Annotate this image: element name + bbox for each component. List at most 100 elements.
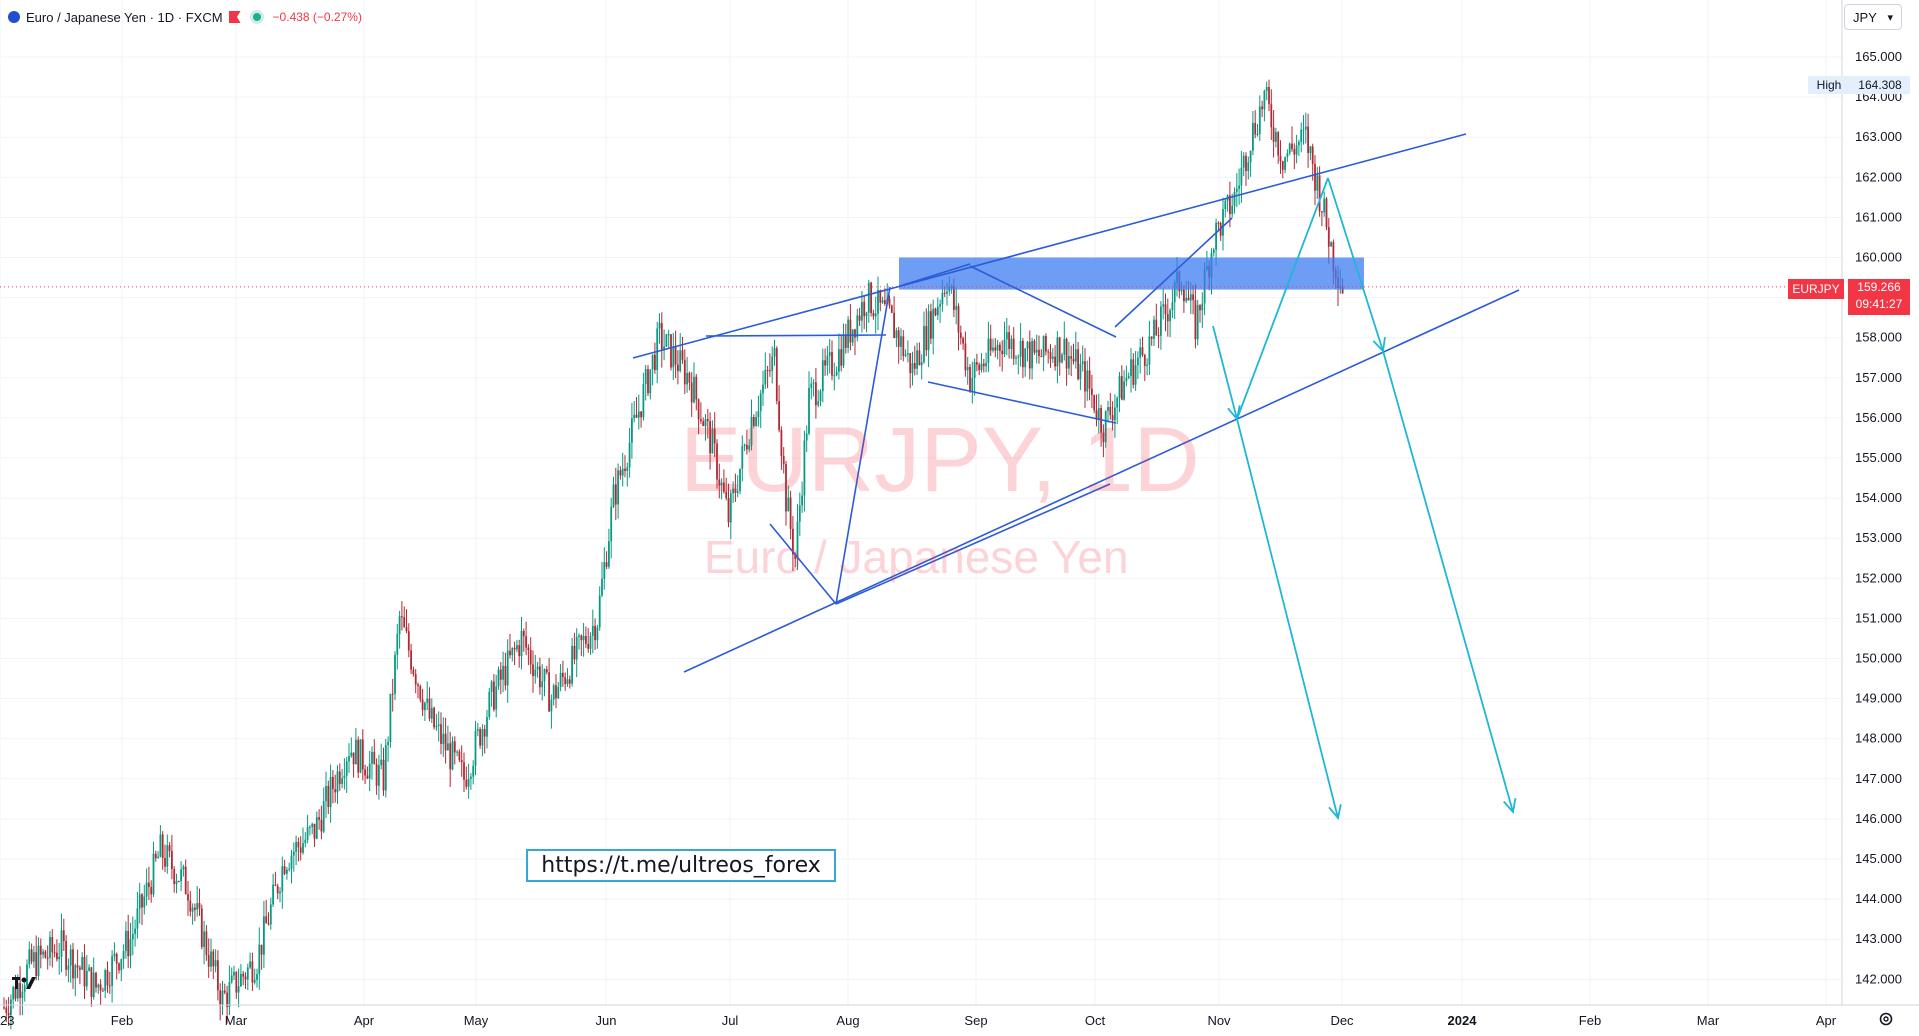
tradingview-logo-icon[interactable] (12, 974, 38, 997)
watermark-title: EURJPY, 1D (680, 409, 1200, 511)
candle-body (838, 349, 840, 372)
candle-body (58, 956, 61, 960)
candle-body (624, 468, 626, 472)
candle-body (108, 985, 111, 987)
candle-body (1012, 338, 1015, 359)
candle-body (644, 369, 647, 385)
candle-body (739, 468, 741, 492)
candle-body (1321, 211, 1323, 213)
candle-body (1173, 282, 1176, 303)
projection-line[interactable] (1236, 177, 1329, 420)
candle-body (488, 691, 491, 718)
candle-body (946, 291, 948, 294)
candle-body (1249, 150, 1252, 163)
candle-body (65, 940, 67, 970)
candle-body (371, 751, 373, 764)
candle-body (230, 975, 233, 983)
trend-line[interactable] (769, 523, 837, 605)
candle-body (587, 643, 590, 649)
candle-body (102, 990, 104, 992)
price-tick-label: 143.000 (1855, 931, 1902, 946)
telegram-link-note[interactable]: https://t.me/ultreos_forex (526, 849, 836, 882)
trend-line[interactable] (927, 381, 1117, 424)
candle-body (1242, 155, 1245, 168)
candle-body (88, 967, 90, 971)
candle-body (934, 308, 937, 316)
candle-body (207, 955, 210, 967)
candle-body (856, 315, 859, 338)
candle-body (732, 488, 734, 494)
candle-body (302, 843, 304, 853)
price-tick-label: 142.000 (1855, 971, 1902, 986)
bar-countdown: 09:41:27 (1855, 297, 1903, 311)
candle-body (368, 763, 371, 779)
candle-body (495, 686, 498, 710)
candle-body (306, 827, 309, 840)
candle-body (748, 445, 751, 450)
candle-body (619, 470, 622, 476)
candle-body (463, 762, 465, 780)
flag-icon[interactable] (228, 11, 241, 23)
candle-body (943, 292, 946, 294)
candle-body (769, 370, 771, 372)
candle-body (854, 329, 856, 338)
candle-body (7, 1012, 10, 1016)
trend-line[interactable] (835, 483, 1111, 605)
trend-line[interactable] (705, 334, 887, 337)
symbol-description[interactable]: Euro / Japanese Yen · 1D · FXCM (26, 9, 223, 25)
symbol-icon[interactable] (8, 11, 20, 23)
candle-body (994, 347, 997, 351)
trend-line[interactable] (899, 263, 971, 287)
candle-body (315, 817, 318, 839)
candle-body (543, 669, 546, 682)
projection-line[interactable] (1212, 325, 1238, 420)
candle-body (260, 944, 263, 955)
candle-body (44, 951, 47, 958)
trend-line[interactable] (835, 286, 891, 605)
candle-body (1008, 332, 1010, 349)
time-tick-label: Nov (1207, 1013, 1231, 1028)
price-tick-label: 161.000 (1855, 209, 1902, 224)
candle-body (217, 960, 219, 991)
gear-icon[interactable] (1875, 1008, 1897, 1030)
candle-body (125, 930, 127, 952)
candle-body (401, 616, 403, 618)
candle-body (322, 801, 325, 832)
candle-body (83, 956, 86, 987)
candle-body (1125, 377, 1128, 382)
candle-body (980, 363, 983, 371)
candle-body (578, 635, 580, 637)
candle-body (589, 635, 592, 649)
candle-body (67, 965, 70, 970)
candle-body (1215, 222, 1217, 250)
candle-body (1040, 356, 1043, 358)
candle-body (1316, 175, 1319, 191)
arrow-head (1503, 798, 1517, 814)
candle-body (982, 363, 985, 367)
candle-body (1187, 297, 1190, 301)
candle-body (1261, 106, 1263, 110)
candle-body (1254, 122, 1257, 135)
candle-body (357, 739, 360, 773)
candle-body (184, 866, 187, 895)
candle-body (1150, 336, 1153, 339)
candle-body (741, 446, 744, 469)
candle-body (1104, 411, 1107, 443)
trend-line[interactable] (1114, 217, 1233, 328)
candle-body (564, 676, 567, 685)
candle-body (145, 882, 148, 897)
candle-body (654, 354, 656, 371)
resistance-zone[interactable] (899, 257, 1364, 290)
trend-line[interactable] (969, 265, 1117, 338)
candle-body (1325, 198, 1328, 228)
trend-line[interactable] (683, 289, 1520, 673)
trend-line[interactable] (632, 133, 1467, 359)
currency-button[interactable]: JPY ▾ (1844, 4, 1902, 30)
projection-line[interactable] (1327, 177, 1384, 352)
candle-body (42, 951, 44, 955)
currency-label: JPY (1853, 9, 1877, 25)
projection-line[interactable] (1382, 350, 1514, 813)
candle-body (1298, 141, 1300, 146)
projection-line[interactable] (1236, 418, 1339, 819)
